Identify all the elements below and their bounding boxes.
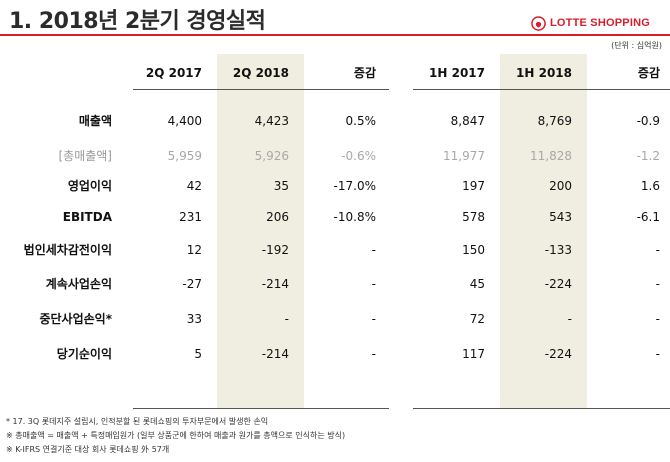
row-label: [총매출액] <box>58 149 112 163</box>
brand-name: LOTTE SHOPPING <box>550 17 650 29</box>
page-title: 1. 2018년 2분기 경영실적 <box>9 9 266 34</box>
footnote: ※ 총매출액 = 매출액 + 특정매입원가 (일부 상품군에 한하여 매출과 원… <box>6 431 346 440</box>
column-header: 증감 <box>353 66 376 80</box>
row-label: 법인세차감전이익 <box>23 243 112 257</box>
table-cell: 5,926 <box>254 149 289 163</box>
table-cell: - <box>655 347 660 361</box>
table-cell: -17.0% <box>333 179 376 193</box>
row-label: 매출액 <box>78 114 112 128</box>
column-header: 1H 2017 <box>429 66 485 80</box>
table-cell: 11,828 <box>530 149 572 163</box>
table-cell: 150 <box>462 243 485 257</box>
title-divider <box>0 34 670 36</box>
table-cell: 35 <box>273 179 289 193</box>
table-cell: -224 <box>544 347 572 361</box>
table-cell: -214 <box>261 347 289 361</box>
highlight-column <box>500 54 587 408</box>
table-cell: 11,977 <box>443 149 485 163</box>
header-rule <box>133 89 389 90</box>
row-label: EBITDA <box>62 210 112 224</box>
column-header: 2Q 2017 <box>145 66 202 80</box>
table-cell: -0.9 <box>636 114 660 128</box>
row-label: 당기순이익 <box>56 347 112 361</box>
table-cell: 8,769 <box>537 114 572 128</box>
table-cell: 42 <box>186 179 202 193</box>
footnotes: * 17. 3Q 롯데지주 설립시, 인적분할 된 롯데쇼핑의 투자부문에서 발… <box>6 415 345 457</box>
footnote: ※ K-IFRS 연결기준 대상 회사 롯데쇼핑 外 57개 <box>6 445 170 454</box>
table-cell: 5 <box>194 347 202 361</box>
table-cell: - <box>655 277 660 291</box>
table-cell: 8,847 <box>450 114 485 128</box>
table-cell: -0.6% <box>341 149 376 163</box>
table-cell: 45 <box>469 277 485 291</box>
table-cell: -224 <box>544 277 572 291</box>
table-cell: 1.6 <box>640 179 660 193</box>
column-header: 증감 <box>637 66 660 80</box>
table-cell: - <box>655 312 660 326</box>
table-bottom-rule <box>413 408 670 409</box>
table-cell: 12 <box>186 243 202 257</box>
table-cell: - <box>655 243 660 257</box>
table-cell: 206 <box>266 210 289 224</box>
row-label: 계속사업손익 <box>45 277 112 291</box>
lotte-logo-icon <box>531 15 546 31</box>
table-cell: - <box>371 277 376 291</box>
table-cell: - <box>371 243 376 257</box>
table-cell: -192 <box>261 243 289 257</box>
column-header: 1H 2018 <box>516 66 572 80</box>
table-cell: 33 <box>186 312 202 326</box>
column-header: 2Q 2018 <box>232 66 289 80</box>
table-cell: 578 <box>462 210 485 224</box>
table-bottom-rule <box>133 408 389 409</box>
table-cell: -133 <box>544 243 572 257</box>
brand-logo: LOTTE SHOPPING <box>531 13 650 33</box>
table-cell: -27 <box>182 277 202 291</box>
table-cell: -214 <box>261 277 289 291</box>
table-cell: 117 <box>462 347 485 361</box>
table-cell: - <box>567 312 572 326</box>
table-cell: 0.5% <box>345 114 377 128</box>
table-cell: -6.1 <box>636 210 660 224</box>
table-cell: 4,400 <box>167 114 202 128</box>
table-cell: 72 <box>469 312 485 326</box>
table-cell: -10.8% <box>333 210 376 224</box>
table-cell: 231 <box>179 210 202 224</box>
footnote: * 17. 3Q 롯데지주 설립시, 인적분할 된 롯데쇼핑의 투자부문에서 발… <box>6 417 269 426</box>
table-cell: 200 <box>549 179 572 193</box>
table-cell: -1.2 <box>636 149 660 163</box>
header-rule <box>413 89 670 90</box>
table-cell: 543 <box>549 210 572 224</box>
table-cell: 4,423 <box>254 114 289 128</box>
highlight-column <box>217 54 304 408</box>
row-label: 영업이익 <box>67 179 112 193</box>
table-cell: - <box>371 347 376 361</box>
table-cell: - <box>284 312 289 326</box>
table-cell: 197 <box>462 179 485 193</box>
unit-note: (단위 : 십억원) <box>611 41 662 50</box>
table-cell: 5,959 <box>167 149 202 163</box>
row-label: 중단사업손익* <box>39 312 112 326</box>
table-cell: - <box>371 312 376 326</box>
